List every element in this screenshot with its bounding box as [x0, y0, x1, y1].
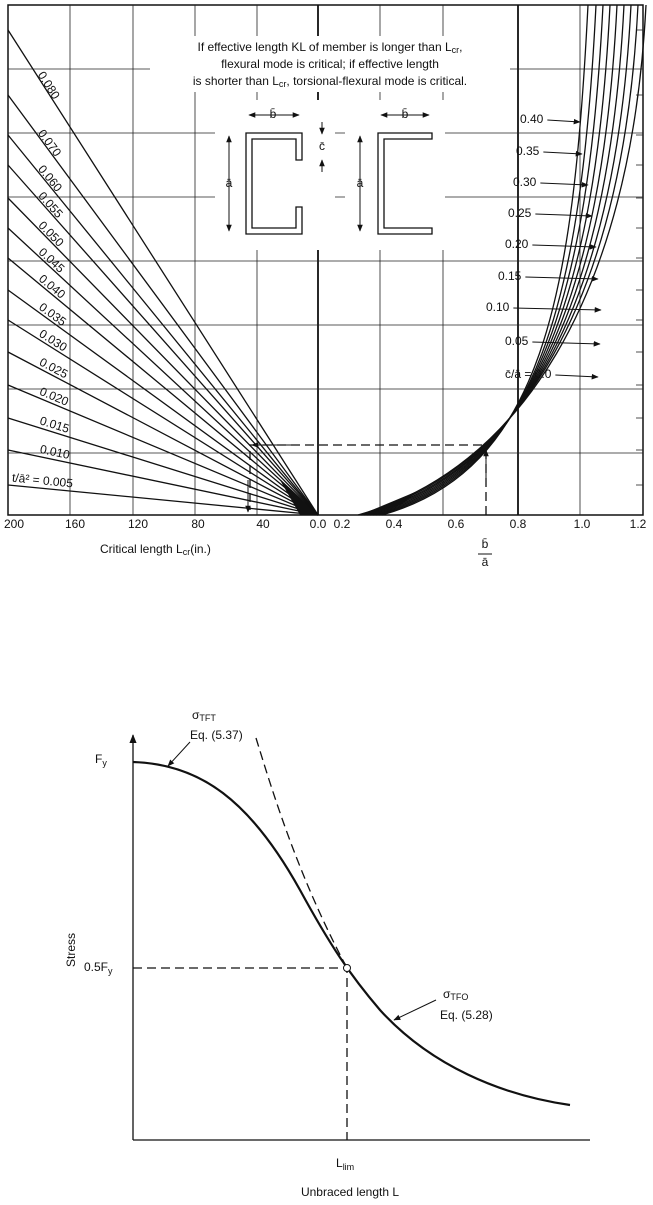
c-curve: [366, 4, 625, 516]
fan-line: [7, 164, 319, 516]
c-label: 0.35: [516, 144, 540, 158]
fan-line: [7, 449, 319, 516]
arrow: [513, 307, 602, 313]
c-curve: [360, 4, 639, 516]
t-label: 0.070: [35, 127, 64, 160]
arrow: [543, 150, 583, 157]
t-label: 0.025: [37, 355, 70, 382]
note-line: is shorter than Lcr, torsional-flexural …: [193, 74, 467, 89]
axis-title: Critical length Lcr(in.): [100, 542, 211, 557]
axis-title: ā: [482, 555, 489, 569]
section-label: c̄: [319, 139, 325, 153]
fan-line: [7, 351, 319, 516]
label: 0.5Fy: [84, 960, 113, 976]
c-curve: [363, 4, 632, 516]
arrow: [393, 999, 437, 1021]
c-curve: [378, 4, 597, 516]
curves: 0.40 0.35 0.30 0.25 0.20 0.15 0.10 0.05 c̄/ā = 0…: [357, 4, 647, 516]
c-curve: [375, 4, 604, 516]
fan-line: [7, 417, 319, 516]
label: σTFO: [443, 987, 468, 1002]
axis-title: Stress: [64, 933, 78, 967]
section-label: ā: [226, 176, 233, 190]
top-chart: 0.0800.0700.0600.0550.0500.0450.0400.035…: [4, 4, 647, 569]
arrow: [167, 741, 191, 767]
limit-point: [343, 964, 351, 972]
c-label: 0.05: [505, 334, 529, 348]
x-tick-label: 0.4: [386, 517, 403, 531]
label: Eq. (5.28): [440, 1008, 493, 1022]
c-curve: [369, 4, 618, 516]
x-tick-label: 0.8: [510, 517, 527, 531]
t-label: t/ā² = 0.005: [11, 471, 73, 491]
tft-curve: [255, 737, 348, 969]
c-label: 0.20: [505, 237, 529, 251]
arrow: [525, 276, 599, 282]
x-tick-label: 200: [4, 517, 24, 531]
c-curve: [357, 4, 647, 516]
fan-line: [7, 384, 319, 516]
x-tick-label: 0.2: [334, 517, 351, 531]
tfo-curve: [132, 760, 571, 1107]
arrow: [535, 212, 593, 219]
fan-line: [7, 257, 319, 516]
t-label: 0.050: [36, 218, 67, 249]
x-tick-label: 160: [65, 517, 85, 531]
x-tick-label: 0.6: [448, 517, 465, 531]
t-label: 0.020: [38, 384, 71, 409]
label: Fy: [95, 752, 107, 768]
limit-guide: [133, 967, 348, 1140]
c-label: 0.15: [498, 269, 522, 283]
c-label: c̄/ā = 0.0: [505, 367, 552, 381]
fan-line: [7, 484, 319, 516]
section-label: b̄: [402, 107, 409, 121]
axis-title: b̄: [482, 537, 489, 551]
bottom-chart: Stress Fy 0.5Fy σTFT Eq. (5.37) σTFO Eq.…: [64, 708, 590, 1199]
origin-fill: [280, 480, 318, 515]
arrow: [547, 118, 581, 125]
fan-line: [7, 197, 319, 516]
c-label: 0.40: [520, 112, 544, 126]
section-drawings: [215, 100, 445, 250]
fan-line: [7, 319, 319, 516]
x-tick-label: 1.2: [630, 517, 647, 531]
c-label: 0.25: [508, 206, 532, 220]
fan-line: [7, 29, 319, 516]
c-label: 0.10: [486, 300, 510, 314]
frame: [7, 4, 644, 516]
arrow: [555, 373, 599, 380]
c-label: 0.30: [513, 175, 537, 189]
label: Eq. (5.37): [190, 728, 243, 742]
label: Llim: [336, 1156, 354, 1172]
arrow: [532, 244, 597, 250]
section-label: b̄: [270, 107, 277, 121]
x-tick-label: 1.0: [574, 517, 591, 531]
note-bg: [150, 36, 510, 92]
note-line: If effective length KL of member is long…: [198, 40, 463, 55]
arrow: [532, 341, 601, 347]
x-tick-label: 40: [256, 517, 270, 531]
t-label: 0.055: [35, 189, 66, 221]
x-tick-label: 80: [191, 517, 205, 531]
dashed-guide: [245, 442, 489, 515]
label: σTFT: [192, 708, 216, 723]
fan-line: [7, 227, 319, 516]
section-label: ā: [357, 176, 364, 190]
note-line: flexural mode is critical; if effective …: [221, 57, 439, 71]
x-tick-label: 120: [128, 517, 148, 531]
t-label: 0.010: [39, 442, 72, 462]
axis-title: Unbraced length L: [301, 1185, 399, 1199]
base-fill: [360, 490, 420, 515]
fan-line: [7, 134, 319, 516]
fan-line: [7, 289, 319, 516]
t-label: 0.040: [36, 272, 68, 302]
t-label: 0.045: [36, 245, 68, 276]
x-tick-label: 0.0: [310, 517, 327, 531]
t-label: 0.080: [35, 69, 63, 102]
arrow: [540, 181, 589, 188]
c-curve: [372, 4, 611, 516]
